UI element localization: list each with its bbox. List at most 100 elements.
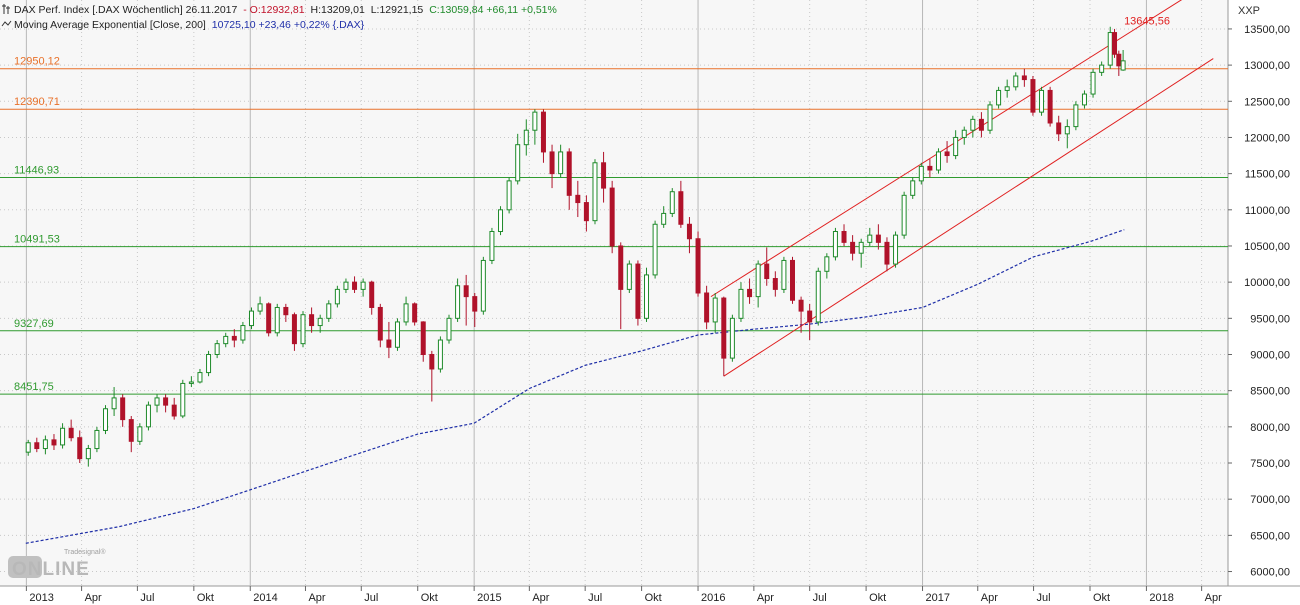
candle-body (1013, 75, 1019, 88)
candle (944, 141, 950, 163)
candle-body (1081, 93, 1087, 106)
candle (875, 224, 881, 250)
candle (1013, 72, 1019, 91)
candle-body (60, 427, 66, 446)
x-tick-label: Jul (588, 592, 602, 604)
candle (360, 278, 366, 297)
candle-body (1004, 86, 1010, 91)
candle-body (695, 238, 701, 294)
candle (893, 231, 899, 268)
candle (51, 434, 57, 450)
ema-line (25, 229, 1125, 544)
header-open: - O:12932,81 (243, 4, 304, 16)
candle (498, 206, 504, 236)
candle-body (437, 339, 443, 370)
candle (154, 394, 160, 413)
candle-body (248, 310, 254, 327)
candle-body (231, 335, 237, 341)
candle (1073, 101, 1079, 131)
candle (764, 247, 770, 286)
candle-body (635, 263, 641, 319)
candle (850, 235, 856, 261)
candle (463, 274, 469, 326)
candle-body (858, 241, 864, 254)
candle-body (540, 111, 546, 153)
candle (145, 401, 151, 431)
candle (274, 303, 280, 337)
candle-body (961, 129, 967, 138)
candle-body (978, 118, 984, 131)
candle (103, 405, 109, 435)
candle (669, 188, 675, 218)
header-ema-name: Moving Average Exponential [Close, 200] (14, 19, 206, 31)
candle (85, 444, 91, 467)
candle-body (875, 234, 881, 243)
candle-body (747, 288, 753, 298)
candle (480, 256, 486, 315)
candle-body (1064, 126, 1070, 135)
channel-line (723, 58, 1214, 377)
candle-body (755, 263, 761, 298)
candle-body (506, 180, 512, 211)
header-instrument: DAX Perf. Index [.DAX Wöchentlich] 26.11… (14, 4, 238, 16)
candle-body (429, 353, 435, 370)
candle (300, 311, 306, 348)
candle (996, 86, 1002, 109)
x-tick-label: Okt (869, 592, 886, 604)
x-tick-label: Jul (140, 592, 154, 604)
candle-body (1039, 89, 1045, 113)
candle (326, 300, 332, 322)
candle (394, 318, 400, 351)
candle (111, 387, 117, 416)
candle-body (935, 151, 941, 171)
candle (283, 303, 289, 322)
candles (25, 26, 1126, 467)
candle-body (137, 426, 143, 442)
x-tick-label: Apr (1205, 592, 1222, 604)
y-tick-label: 13500,00 (1244, 24, 1290, 36)
candle (231, 329, 237, 348)
candle (1112, 28, 1118, 58)
candle-body (283, 306, 289, 316)
candle-body (515, 144, 521, 182)
candle-body (781, 259, 787, 290)
candle (626, 260, 632, 293)
candle (747, 278, 753, 304)
level-label: 12390,71 (14, 96, 60, 108)
candle (678, 180, 684, 228)
candle (549, 144, 555, 189)
candle (1064, 119, 1070, 149)
candle-body (480, 259, 486, 312)
candle (695, 231, 701, 297)
candle-body (601, 162, 607, 189)
candle (609, 180, 615, 254)
candle-body (317, 317, 323, 327)
candle (1021, 68, 1027, 87)
header-close: C:13059,84 +66,11 +0,51% (429, 4, 557, 16)
candle (824, 253, 830, 279)
candle (455, 278, 461, 322)
candle-body (729, 317, 735, 359)
candle-body (686, 223, 692, 240)
candle (1004, 79, 1010, 98)
x-tick-label: 2018 (1149, 592, 1173, 604)
candle (489, 227, 495, 265)
candle (704, 285, 710, 330)
candle (661, 206, 667, 228)
candle (807, 303, 813, 341)
y-tick-label: 11000,00 (1245, 205, 1290, 217)
candle (1107, 26, 1113, 69)
candle-body (274, 306, 280, 334)
level-label: 8451,75 (14, 381, 54, 393)
candle-body (128, 419, 134, 442)
candle-body (266, 303, 272, 334)
candle (953, 130, 959, 160)
candle (601, 151, 607, 203)
candle-body (884, 241, 890, 265)
candle-body (403, 303, 409, 323)
candle-body (575, 194, 581, 204)
candle (978, 112, 984, 138)
candle (309, 307, 315, 333)
candle (540, 109, 546, 163)
candle (961, 126, 967, 145)
